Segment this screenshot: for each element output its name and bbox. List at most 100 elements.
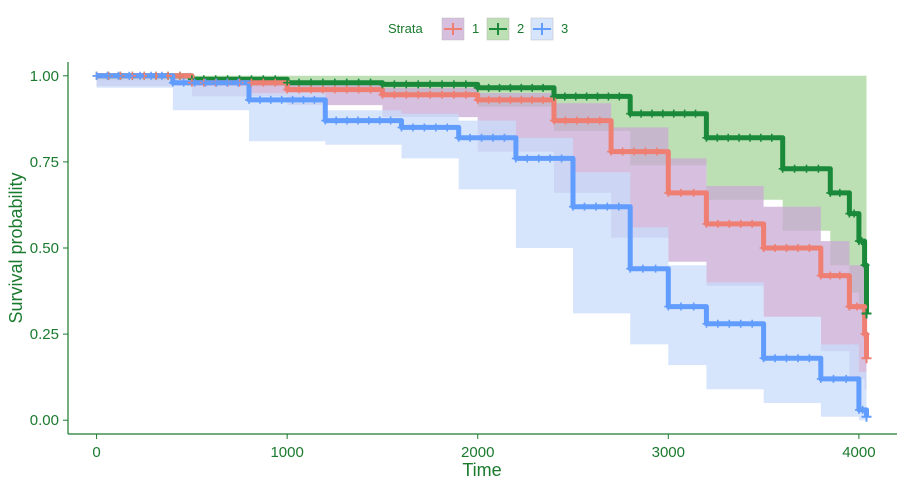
censor-mark (561, 116, 570, 125)
censor-mark (560, 92, 569, 101)
censor-mark (736, 219, 745, 228)
y-tick-label: 0.50 (30, 240, 59, 257)
censor-mark (603, 202, 612, 211)
censor-mark (343, 116, 352, 125)
censor-mark (767, 133, 776, 142)
censor-mark (431, 123, 440, 132)
censor-mark-end (861, 411, 872, 422)
censor-mark (782, 354, 791, 363)
legend-label-strata-1: 1 (472, 21, 479, 36)
censor-mark (353, 116, 362, 125)
censor-mark (569, 202, 578, 211)
censor-mark (689, 302, 698, 311)
censor-mark (835, 188, 844, 197)
censor-mark (805, 244, 814, 252)
censor-mark (414, 90, 423, 99)
censor-mark (591, 202, 600, 211)
censor-mark (461, 90, 470, 99)
censor-mark (420, 123, 429, 132)
censor-mark (528, 83, 537, 92)
censor-mark (318, 78, 327, 87)
censor-mark (829, 374, 838, 383)
censor-mark (190, 78, 199, 87)
censor-mark (288, 95, 297, 104)
censor-mark (549, 92, 558, 101)
censor-mark (759, 354, 768, 363)
censor-mark (756, 133, 765, 142)
censor-mark (735, 133, 744, 142)
censor-mark (484, 95, 493, 104)
censor-mark (212, 78, 221, 87)
censor-mark (103, 71, 112, 80)
censor-mark (595, 116, 604, 125)
legend-label-strata-2: 2 (517, 21, 524, 36)
censor-mark (517, 83, 526, 92)
y-tick-label: 1.00 (30, 68, 59, 85)
censor-mark (461, 80, 470, 89)
censor-mark (366, 78, 375, 87)
censor-mark (572, 116, 581, 125)
censor-mark (168, 78, 177, 87)
censor-mark (354, 85, 363, 94)
censor-mark (793, 354, 802, 363)
censor-mark (295, 85, 304, 94)
censor-mark (364, 116, 373, 125)
censor-mark (506, 83, 515, 92)
censor-mark (277, 95, 286, 104)
legend-line-strata-1 (444, 23, 462, 35)
censor-mark (604, 92, 613, 101)
censor-mark (861, 261, 870, 270)
censor-mark (759, 244, 768, 252)
censor-mark (266, 95, 275, 104)
censor-mark (630, 147, 639, 156)
censor-mark (802, 164, 811, 173)
censor-mark (641, 147, 650, 156)
censor-mark (92, 71, 101, 80)
censor-mark (850, 209, 859, 218)
censor-mark (677, 188, 686, 197)
censor-mark (852, 302, 861, 311)
censor-mark (805, 354, 814, 363)
censor-mark (652, 147, 661, 156)
censor-mark (626, 264, 635, 273)
censor-mark (136, 71, 145, 80)
censor-mark (247, 78, 256, 87)
censor-mark (816, 271, 825, 280)
censor-mark (511, 154, 520, 163)
censor-mark (330, 85, 339, 94)
censor-mark (523, 154, 532, 163)
censor-mark (702, 133, 711, 142)
censor-mark (745, 133, 754, 142)
censor-mark (647, 109, 656, 118)
censor-mark (466, 133, 475, 142)
censor-mark (299, 95, 308, 104)
censor-mark (571, 92, 580, 101)
x-tick-label: 1000 (270, 444, 303, 461)
censor-mark-end (861, 308, 872, 319)
censor-mark (271, 78, 280, 87)
y-ticks: 0.00 0.25 0.50 0.75 1.00 (30, 68, 68, 429)
censor-mark (858, 405, 867, 414)
censor-mark (283, 85, 292, 94)
censor-mark (580, 202, 589, 211)
censor-mark (748, 219, 757, 228)
censor-mark (179, 78, 188, 87)
censor-mark (842, 374, 851, 383)
censor-mark (201, 78, 210, 87)
censor-marks (92, 71, 872, 422)
censor-mark (473, 95, 482, 104)
censor-mark (651, 264, 660, 273)
censor-mark (426, 90, 435, 99)
censor-mark (426, 80, 435, 89)
censor-mark (771, 354, 780, 363)
censor-mark (725, 319, 734, 328)
censor-mark (318, 85, 327, 94)
censor-mark (306, 78, 315, 87)
legend-line-strata-3 (533, 23, 551, 35)
censor-mark (342, 78, 351, 87)
censor-mark (295, 78, 304, 87)
legend: Strata 1 2 3 (388, 17, 568, 41)
censor-mark (702, 319, 711, 328)
censor-mark (664, 188, 673, 197)
censor-mark (378, 90, 387, 99)
